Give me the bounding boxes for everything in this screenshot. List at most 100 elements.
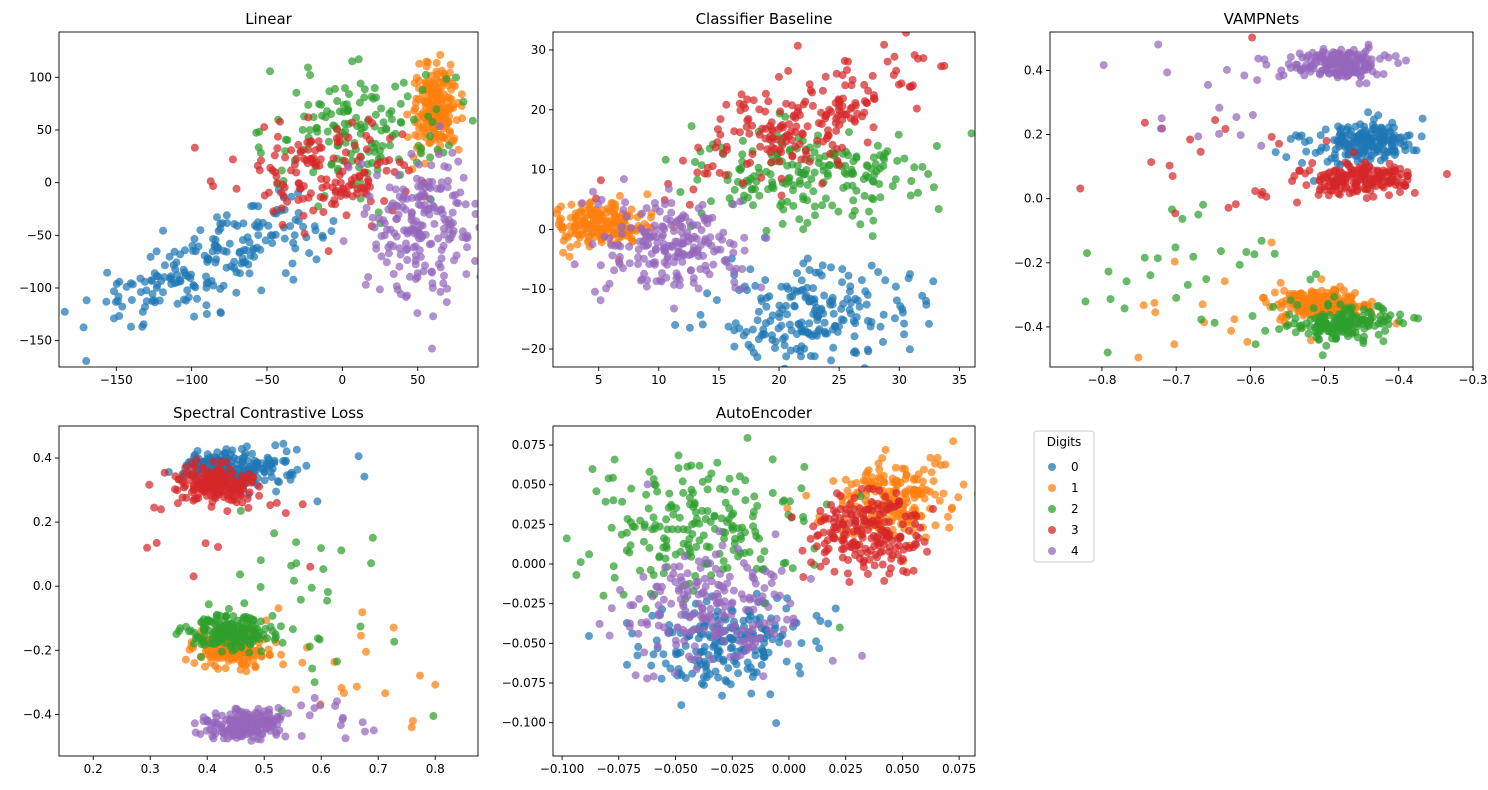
point-digit-4 [616,586,624,594]
point-digit-4 [675,281,684,290]
point-digit-3 [694,143,703,152]
point-digit-3 [847,81,856,90]
point-digit-2 [610,573,619,582]
point-digit-3 [898,520,907,529]
point-digit-2 [856,220,865,229]
point-digit-0 [151,298,160,307]
point-digit-0 [757,660,766,669]
point-digit-0 [820,291,829,300]
point-digit-3 [1340,184,1349,193]
point-digit-0 [1395,134,1403,142]
point-digit-0 [1286,134,1295,143]
point-digit-2 [668,525,677,534]
point-digit-4 [448,208,457,217]
point-digit-4 [421,261,429,270]
point-digit-4 [692,234,701,243]
point-digit-4 [274,703,283,712]
point-digit-4 [619,205,628,214]
point-digit-2 [210,627,219,636]
scatter-points [1076,33,1451,362]
point-digit-4 [640,269,649,278]
point-digit-3 [834,102,843,111]
point-digit-2 [610,455,619,464]
point-digit-0 [900,319,909,328]
point-digit-2 [1302,319,1311,328]
point-digit-0 [703,289,712,298]
point-digit-4 [683,569,692,578]
point-digit-2 [382,125,391,134]
point-digit-4 [725,572,734,581]
point-digit-0 [633,651,642,660]
point-digit-3 [213,480,222,489]
point-digit-3 [812,542,821,551]
point-digit-4 [751,579,760,588]
point-digit-4 [388,199,397,208]
point-digit-2 [290,576,298,585]
point-digit-0 [829,343,838,352]
point-digit-3 [679,156,687,165]
point-digit-0 [628,629,637,638]
point-digit-2 [679,539,688,548]
point-digit-3 [748,121,757,130]
point-digit-3 [878,560,887,569]
point-digit-2 [342,100,351,109]
point-digit-0 [202,310,211,318]
point-digit-3 [802,150,811,159]
point-digit-2 [1314,335,1323,344]
point-digit-2 [1183,280,1192,289]
point-digit-0 [812,637,821,646]
point-digit-0 [254,231,263,240]
point-digit-1 [926,453,935,462]
point-digit-4 [670,669,679,677]
point-digit-2 [749,507,758,516]
point-digit-2 [750,492,759,501]
point-digit-2 [645,543,654,552]
point-digit-0 [239,219,248,228]
point-digit-3 [722,100,731,109]
point-digit-2 [387,115,396,124]
point-digit-2 [729,509,738,518]
point-digit-2 [1257,236,1266,245]
point-digit-2 [918,162,927,171]
point-digit-4 [364,273,373,282]
point-digit-2 [418,86,427,94]
point-digit-2 [1352,322,1361,331]
point-digit-4 [727,599,736,608]
y-tick-label: −100 [19,281,52,295]
point-digit-3 [774,72,783,81]
point-digit-4 [743,563,752,572]
point-digit-4 [615,253,624,261]
point-digit-2 [695,519,704,528]
point-digit-2 [369,94,378,103]
y-tick-label: 0.4 [33,451,52,465]
point-digit-3 [272,172,281,181]
point-digit-1 [415,59,424,68]
point-digit-0 [1412,146,1421,155]
point-digit-2 [429,712,438,720]
point-digit-0 [270,456,279,465]
point-digit-0 [128,280,137,289]
point-digit-4 [437,178,446,187]
point-digit-1 [627,205,636,214]
point-digit-2 [828,201,837,210]
point-digit-0 [1334,136,1343,145]
point-digit-0 [829,309,838,318]
point-digit-0 [784,284,793,293]
point-digit-3 [839,530,848,539]
point-digit-0 [701,662,710,671]
point-digit-0 [190,281,198,290]
y-tick-label: −150 [19,334,52,348]
point-digit-1 [529,212,537,220]
point-digit-3 [838,553,847,562]
point-digit-3 [836,491,845,500]
point-digit-3 [152,538,161,547]
point-digit-1 [291,685,300,694]
point-digit-1 [901,487,910,496]
x-tick-label: 0.5 [255,762,274,776]
point-digit-4 [591,287,599,296]
point-digit-2 [741,496,750,505]
point-digit-1 [615,191,624,200]
point-digit-3 [894,80,903,89]
point-digit-2 [907,177,916,185]
